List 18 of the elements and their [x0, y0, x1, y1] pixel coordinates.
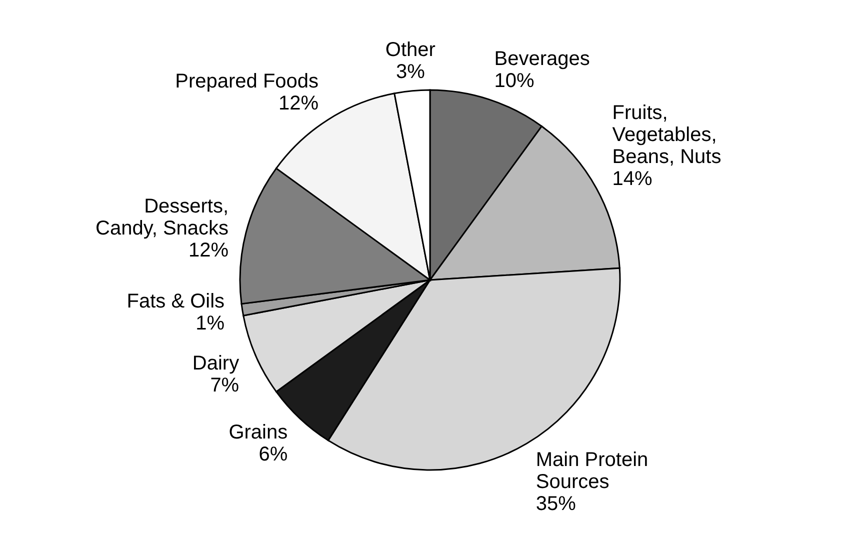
data-label: 12%: [278, 92, 319, 114]
slice-label: Fats & Oils: [126, 290, 225, 313]
data-label: 10%: [494, 70, 535, 92]
slice-label: Grains: [228, 422, 288, 444]
data-label: 1%: [196, 312, 225, 335]
data-label: 14%: [612, 168, 653, 190]
slice-label: Other: [385, 38, 436, 61]
slice-label: Desserts, Candy, Snacks: [96, 195, 229, 240]
slice-label: Prepared Foods: [175, 70, 319, 92]
data-label: 7%: [210, 374, 240, 397]
slice-label: Main Protein Sources: [536, 449, 648, 494]
data-label: 6%: [258, 444, 288, 466]
data-label: 12%: [188, 239, 229, 262]
slice-label: Beverages: [494, 48, 590, 70]
slice-label: Fruits, Vegetables, Beans, Nuts: [612, 102, 722, 168]
data-label: 35%: [536, 493, 576, 516]
slice-label: Dairy: [192, 352, 240, 375]
data-label: 3%: [396, 60, 426, 83]
